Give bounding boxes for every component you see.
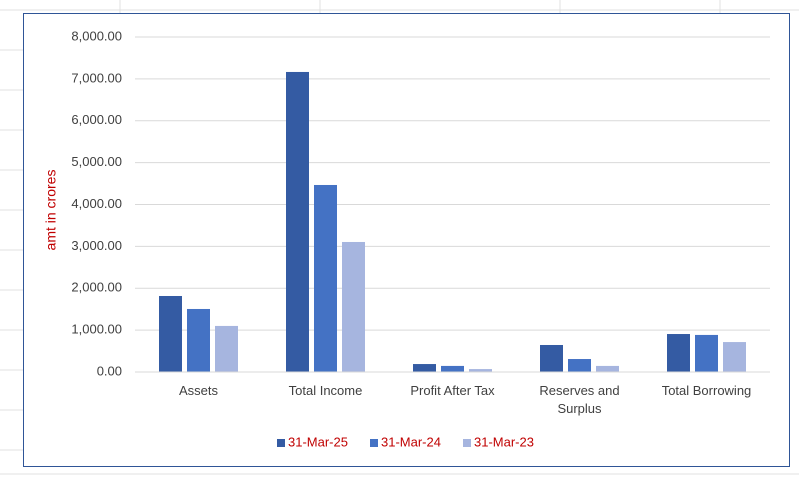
x-tick-label-box: Assets bbox=[178, 383, 218, 398]
legend-label: 31-Mar-23 bbox=[474, 434, 534, 449]
bar bbox=[469, 369, 492, 372]
x-tick-label: Total Income bbox=[288, 383, 363, 398]
y-tick-label: 3,000.00 bbox=[71, 238, 122, 253]
y-tick-label: 2,000.00 bbox=[71, 280, 122, 295]
y-tick-label: 4,000.00 bbox=[71, 196, 122, 211]
bar bbox=[314, 184, 337, 372]
bar bbox=[159, 295, 182, 372]
bar bbox=[342, 241, 365, 372]
chart-area bbox=[23, 13, 790, 467]
bar bbox=[187, 308, 210, 372]
legend-label: 31-Mar-24 bbox=[381, 434, 441, 449]
legend-swatch bbox=[277, 439, 285, 447]
x-tick-label: Profit After Tax bbox=[410, 383, 495, 398]
bar bbox=[413, 364, 436, 372]
x-tick-label-box: Profit After Tax bbox=[410, 383, 495, 398]
x-tick-label: Assets bbox=[178, 383, 218, 398]
legend-swatch bbox=[463, 439, 471, 447]
bar bbox=[695, 334, 718, 372]
y-tick-label: 8,000.00 bbox=[71, 28, 122, 43]
legend-swatch bbox=[370, 439, 378, 447]
legend-label: 31-Mar-25 bbox=[288, 434, 348, 449]
bar bbox=[441, 365, 464, 372]
x-tick-label: Reserves and Surplus bbox=[539, 383, 620, 416]
y-tick-label: 0.00 bbox=[97, 363, 122, 378]
bar bbox=[540, 344, 563, 372]
bar bbox=[215, 325, 238, 372]
x-tick-label-box: Total Income bbox=[288, 383, 363, 398]
x-tick-label-box: Total Borrowing bbox=[661, 383, 752, 398]
bar bbox=[596, 365, 619, 372]
y-tick-label: 6,000.00 bbox=[71, 112, 122, 127]
y-tick-label: 7,000.00 bbox=[71, 70, 122, 85]
bar bbox=[667, 334, 690, 372]
y-tick-label: 5,000.00 bbox=[71, 154, 122, 169]
bar bbox=[286, 71, 309, 372]
bar bbox=[568, 359, 591, 372]
x-tick-label: Total Borrowing bbox=[661, 383, 752, 398]
bar bbox=[723, 342, 746, 372]
y-tick-label: 1,000.00 bbox=[71, 322, 122, 337]
x-tick-label-box: Reserves and Surplus bbox=[539, 383, 620, 416]
y-axis-title: amt in crores bbox=[43, 170, 59, 251]
